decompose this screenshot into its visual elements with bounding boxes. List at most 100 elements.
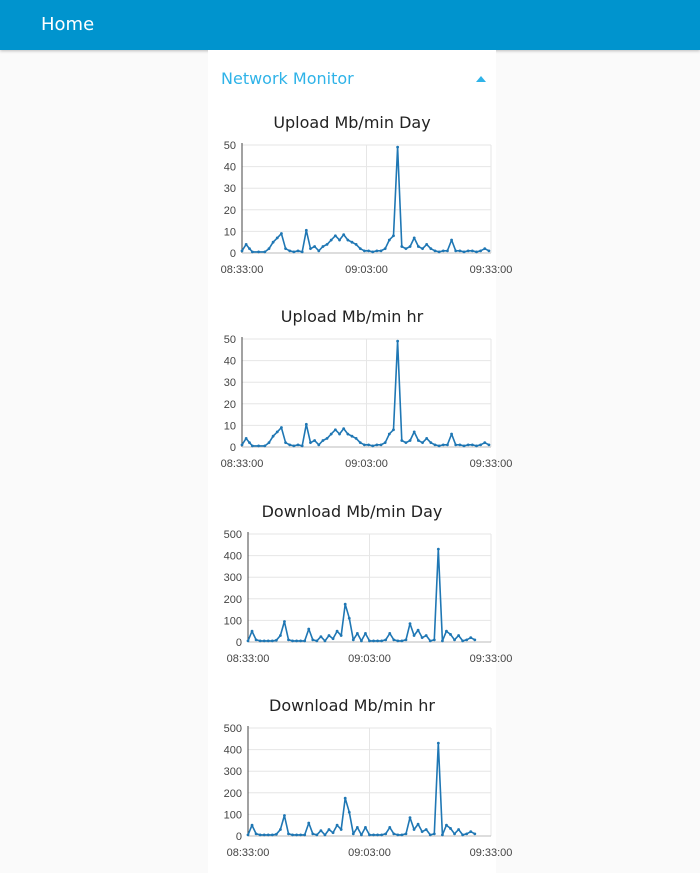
data-point bbox=[300, 250, 304, 254]
x-tick-label: 08:33:00 bbox=[227, 847, 270, 859]
data-point bbox=[371, 250, 375, 254]
data-point bbox=[436, 547, 440, 551]
data-point bbox=[291, 639, 294, 643]
data-point bbox=[300, 444, 304, 448]
x-tick-label: 08:33:00 bbox=[221, 458, 264, 470]
data-point bbox=[483, 441, 487, 445]
y-tick-label: 200 bbox=[224, 788, 242, 800]
x-tick-label: 09:03:00 bbox=[345, 264, 388, 276]
data-point bbox=[408, 816, 412, 820]
data-point bbox=[479, 249, 483, 253]
data-point bbox=[299, 833, 303, 837]
y-tick-label: 500 bbox=[224, 529, 242, 541]
data-point bbox=[315, 639, 319, 643]
data-point bbox=[475, 444, 478, 448]
data-point bbox=[396, 145, 400, 149]
data-point bbox=[291, 833, 294, 837]
data-point bbox=[358, 247, 362, 251]
data-point bbox=[469, 636, 473, 640]
data-point bbox=[416, 245, 420, 248]
data-point bbox=[313, 439, 317, 442]
data-point bbox=[284, 247, 287, 251]
data-point bbox=[424, 828, 428, 831]
data-point bbox=[262, 639, 266, 643]
data-point bbox=[412, 828, 416, 831]
data-point bbox=[421, 441, 424, 445]
data-point bbox=[372, 639, 375, 643]
data-point bbox=[319, 635, 323, 638]
data-point bbox=[379, 249, 383, 253]
data-point bbox=[250, 629, 254, 633]
data-point bbox=[327, 828, 331, 831]
data-point bbox=[270, 639, 274, 643]
data-point bbox=[325, 242, 329, 246]
series-line bbox=[247, 742, 476, 836]
data-point bbox=[292, 444, 296, 448]
data-point bbox=[400, 245, 404, 248]
data-point bbox=[246, 833, 250, 837]
y-tick-label: 50 bbox=[224, 140, 236, 152]
data-point bbox=[400, 639, 404, 643]
data-point bbox=[396, 339, 400, 343]
data-point bbox=[379, 443, 383, 447]
y-tick-label: 30 bbox=[224, 183, 236, 195]
y-tick-label: 30 bbox=[224, 377, 236, 389]
data-point bbox=[404, 638, 408, 642]
data-point bbox=[244, 242, 248, 246]
data-point bbox=[263, 250, 267, 254]
data-point bbox=[307, 627, 311, 631]
data-point bbox=[303, 833, 307, 837]
data-point bbox=[338, 238, 341, 242]
data-point bbox=[364, 825, 367, 829]
data-point bbox=[254, 638, 258, 642]
data-point bbox=[351, 638, 355, 642]
data-point bbox=[400, 833, 404, 837]
data-point bbox=[363, 249, 366, 253]
data-point bbox=[384, 832, 388, 836]
data-point bbox=[350, 240, 354, 244]
data-point bbox=[311, 638, 315, 642]
data-point bbox=[408, 439, 412, 442]
data-point bbox=[462, 250, 466, 254]
data-point bbox=[346, 432, 350, 436]
group-title: Network Monitor bbox=[221, 69, 354, 88]
data-point bbox=[295, 833, 298, 837]
data-point bbox=[288, 249, 292, 253]
data-point bbox=[483, 247, 487, 251]
data-point bbox=[441, 443, 445, 447]
group-header[interactable]: Network Monitor bbox=[208, 50, 496, 108]
data-point bbox=[368, 639, 371, 643]
data-point bbox=[428, 833, 432, 837]
data-point bbox=[429, 441, 433, 445]
data-point bbox=[280, 426, 283, 429]
data-point bbox=[244, 436, 248, 440]
data-point bbox=[425, 436, 429, 440]
data-point bbox=[458, 443, 462, 447]
x-tick-label: 09:33:00 bbox=[470, 847, 513, 859]
data-point bbox=[250, 823, 254, 827]
data-point bbox=[315, 833, 319, 837]
data-point bbox=[343, 602, 347, 606]
data-point bbox=[283, 814, 286, 817]
data-point bbox=[329, 238, 333, 242]
data-point bbox=[466, 443, 470, 447]
network-monitor-group: Network Monitor Upload Mb/min Day 0 10 20 3… bbox=[208, 50, 513, 873]
y-tick-label: 300 bbox=[224, 766, 242, 778]
data-point bbox=[387, 432, 391, 436]
data-point bbox=[433, 443, 437, 447]
data-point bbox=[257, 444, 260, 448]
chart-download-day: 0 100 200 300 400 500 08:33:00 09:03:00 09:33:00 bbox=[224, 529, 513, 665]
data-point bbox=[342, 233, 346, 237]
data-point bbox=[292, 250, 296, 254]
data-point bbox=[404, 247, 408, 251]
caret-up-icon[interactable] bbox=[476, 76, 486, 82]
x-tick-label: 09:33:00 bbox=[470, 264, 513, 276]
data-point bbox=[283, 620, 286, 623]
data-point bbox=[479, 443, 483, 447]
data-point bbox=[454, 443, 458, 447]
chart-title-download-hr: Download Mb/min hr bbox=[269, 696, 435, 715]
data-point bbox=[465, 832, 469, 836]
data-point bbox=[248, 441, 251, 445]
data-point bbox=[396, 833, 400, 837]
data-point bbox=[279, 828, 282, 831]
